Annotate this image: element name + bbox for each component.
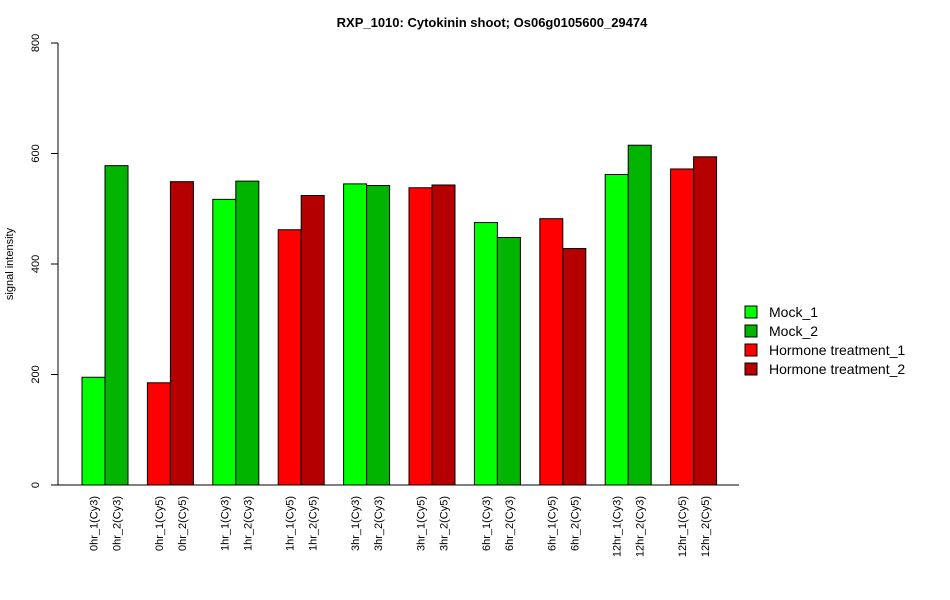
x-tick-label: 6hr_2(Cy3)	[504, 496, 516, 551]
x-tick-label: 6hr_1(Cy5)	[546, 496, 558, 551]
y-tick-label: 400	[30, 255, 42, 273]
bar	[627, 144, 652, 486]
bar	[366, 185, 391, 486]
x-tick-label: 0hr_2(Cy5)	[177, 496, 189, 551]
y-tick-label: 0	[30, 482, 42, 488]
x-tick-label: 3hr_1(Cy3)	[350, 496, 362, 551]
x-tick-label: 12hr_1(Cy5)	[677, 496, 689, 557]
legend-swatch	[744, 362, 758, 376]
x-tick-labels: 0hr_1(Cy3) 0hr_2(Cy3) 0hr_1(Cy5) 0hr_2(Cy5)…	[89, 496, 713, 557]
x-tick-label: 6hr_1(Cy3)	[481, 496, 493, 551]
bar	[277, 229, 302, 486]
y-tick-label: 800	[30, 34, 42, 52]
x-tick-label: 1hr_2(Cy3)	[242, 496, 254, 551]
bar	[473, 222, 498, 486]
bar	[169, 181, 194, 486]
legend-label: Hormone treatment_2	[769, 361, 905, 377]
x-tick-label: 0hr_2(Cy3)	[112, 496, 124, 551]
bar	[104, 165, 129, 486]
bar	[146, 382, 171, 486]
legend-swatch	[744, 343, 758, 357]
legend-swatch	[744, 305, 758, 319]
x-tick-label: 12hr_1(Cy3)	[612, 496, 624, 557]
bar	[562, 248, 587, 486]
x-tick-label: 1hr_2(Cy5)	[308, 496, 320, 551]
bar	[539, 218, 564, 486]
y-tick-label: 600	[30, 144, 42, 162]
x-tick-label: 3hr_2(Cy5)	[439, 496, 451, 551]
bar	[343, 183, 368, 486]
x-tick-label: 6hr_2(Cy5)	[569, 496, 581, 551]
bars-group	[81, 144, 718, 486]
y-axis: 0 200 400 600 800	[30, 34, 59, 488]
legend-label: Mock_1	[769, 304, 818, 320]
bar	[408, 187, 433, 486]
y-tick-label: 200	[30, 365, 42, 383]
y-axis-label: signal intensity	[4, 227, 16, 300]
x-tick-label: 0hr_1(Cy5)	[154, 496, 166, 551]
bar	[496, 236, 521, 486]
x-tick-label: 3hr_1(Cy5)	[416, 496, 428, 551]
x-tick-label: 3hr_2(Cy3)	[373, 496, 385, 551]
bar	[300, 194, 325, 486]
bar	[693, 156, 718, 486]
bar	[81, 376, 106, 486]
x-tick-label: 12hr_2(Cy3)	[635, 496, 647, 557]
x-tick-label: 0hr_1(Cy3)	[89, 496, 101, 551]
legend-label: Hormone treatment_1	[769, 342, 905, 358]
x-tick-label: 12hr_2(Cy5)	[700, 496, 712, 557]
chart-title: RXP_1010: Cytokinin shoot; Os06g0105600_…	[337, 15, 648, 30]
legend-label: Mock_2	[769, 323, 818, 339]
bar	[670, 168, 695, 486]
x-tick-label: 1hr_1(Cy5)	[285, 496, 297, 551]
legend: Mock_1 Mock_2 Hormone treatment_1 Hormone t…	[744, 304, 905, 377]
bar	[431, 184, 456, 486]
bar	[235, 180, 260, 486]
x-tick-label: 1hr_1(Cy3)	[219, 496, 231, 551]
legend-swatch	[744, 324, 758, 338]
bar	[212, 198, 237, 486]
bar	[604, 173, 629, 486]
